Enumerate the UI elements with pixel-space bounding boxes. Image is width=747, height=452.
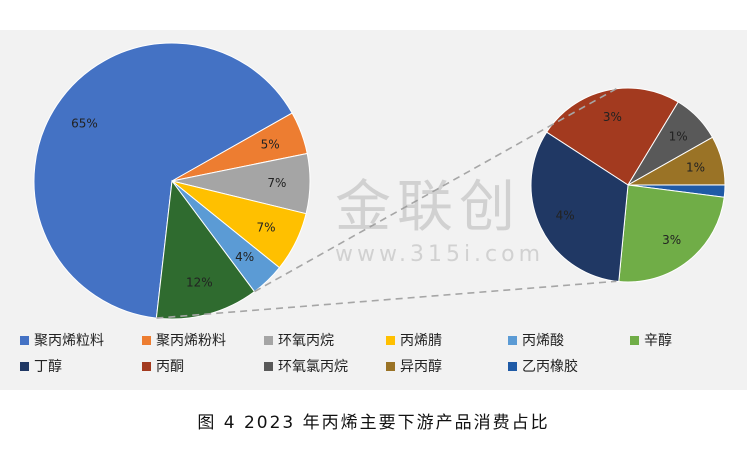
chart-area: 65% 5% 7% 7% 4% 12% 3% 1% 1% 3% 4% 金联创 www.315i.co… [0, 30, 747, 390]
legend-label: 乙丙橡胶 [522, 359, 578, 375]
legend-label: 辛醇 [644, 333, 672, 349]
legend-item: 乙丙橡胶 [508, 356, 630, 376]
legend-item: 聚丙烯粒料 [20, 330, 142, 350]
legend-label: 聚丙烯粒料 [34, 333, 104, 349]
legend-label: 环氧氯丙烷 [278, 359, 348, 375]
legend-label: 丙烯酸 [522, 333, 564, 349]
pie1-label-5: 12% [186, 276, 213, 290]
pie2-label-4: 3% [662, 233, 681, 247]
legend-item: 聚丙烯粉料 [142, 330, 264, 350]
legend-item: 丙烯腈 [386, 330, 508, 350]
legend-swatch [20, 361, 29, 371]
legend-label: 丁醇 [34, 359, 62, 375]
legend: 聚丙烯粒料 聚丙烯粉料 环氧丙烷 丙烯腈 丙烯酸 辛醇丁醇 丙酮 环氧氯丙烷 异丙醇 乙丙橡胶 [20, 330, 720, 376]
legend-swatch [20, 335, 29, 345]
pie2-label-2: 1% [686, 160, 705, 174]
pie1-label-3: 7% [256, 221, 275, 235]
legend-label: 环氧丙烷 [278, 333, 334, 349]
legend-label: 丙酮 [156, 359, 184, 375]
legend-item: 辛醇 [630, 330, 730, 350]
legend-item: 丙酮 [142, 356, 264, 376]
pie1-label-0: 65% [71, 116, 98, 130]
legend-swatch [142, 361, 151, 371]
legend-swatch [386, 361, 395, 371]
pie2-slice-5 [530, 131, 629, 283]
legend-label: 聚丙烯粉料 [156, 333, 226, 349]
legend-swatch [386, 335, 395, 345]
pie-of-pie-chart: 65% 5% 7% 7% 4% 12% 3% 1% 1% 3% 4% [33, 42, 726, 320]
pie2-label-5: 4% [556, 209, 575, 223]
legend-swatch [508, 361, 517, 371]
legend-swatch [264, 361, 273, 371]
legend-swatch [630, 335, 639, 345]
legend-swatch [508, 335, 517, 345]
connector-line-top [254, 88, 617, 293]
pie1-label-4: 4% [235, 250, 254, 264]
pie2-label-0: 3% [603, 110, 622, 124]
legend-label: 丙烯腈 [400, 333, 442, 349]
legend-label: 异丙醇 [400, 359, 442, 375]
legend-item: 丁醇 [20, 356, 142, 376]
pie1-label-1: 5% [261, 138, 280, 152]
pie2-label-1: 1% [669, 130, 688, 144]
pie1-slice-0 [33, 42, 293, 319]
legend-item: 环氧丙烷 [264, 330, 386, 350]
figure-caption: 图 4 2023 年丙烯主要下游产品消费占比 [197, 413, 550, 433]
connector-line-bottom [156, 280, 617, 319]
pie2-slice-0 [545, 87, 679, 186]
pie2-slice-4 [618, 184, 725, 283]
pie1-label-2: 7% [267, 176, 286, 190]
legend-swatch [264, 335, 273, 345]
legend-item: 丙烯酸 [508, 330, 630, 350]
legend-swatch [142, 335, 151, 345]
legend-item: 异丙醇 [386, 356, 508, 376]
legend-item: 环氧氯丙烷 [264, 356, 386, 376]
